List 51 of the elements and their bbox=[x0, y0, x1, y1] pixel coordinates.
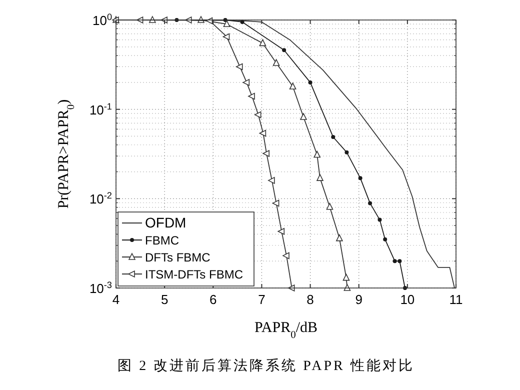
point bbox=[308, 80, 312, 84]
point bbox=[278, 228, 285, 235]
x-tick-label: 10 bbox=[400, 292, 415, 307]
point bbox=[344, 284, 351, 291]
y-tick-label: 10$^{-2}$ bbox=[89, 190, 112, 207]
point bbox=[236, 63, 243, 70]
point bbox=[326, 202, 334, 210]
x-tick-label: 11 bbox=[449, 292, 463, 307]
y-tick-label: 10$^{-1}$ bbox=[89, 101, 112, 118]
y-tick-label: 10$^{0}$ bbox=[92, 12, 112, 28]
legend-label: OFDM bbox=[145, 214, 186, 230]
point bbox=[289, 82, 296, 90]
y-tick-label: 10$^{-3}$ bbox=[89, 280, 112, 296]
x-tick-label: 5 bbox=[160, 292, 168, 307]
point bbox=[398, 259, 402, 264]
x-axis-title: PAPR$_{0}$/dB bbox=[254, 320, 318, 340]
point bbox=[300, 113, 307, 120]
point bbox=[272, 200, 280, 207]
point bbox=[314, 150, 320, 158]
point bbox=[240, 20, 244, 24]
point bbox=[368, 201, 372, 206]
legend-label: FBMC bbox=[145, 234, 180, 248]
point bbox=[272, 59, 280, 66]
legend-label: DFTs FBMC bbox=[145, 250, 211, 264]
point bbox=[254, 111, 262, 118]
point bbox=[316, 174, 324, 181]
point bbox=[392, 259, 397, 264]
point bbox=[331, 135, 336, 140]
point bbox=[268, 177, 275, 184]
point bbox=[344, 150, 349, 154]
legend-label: ITSM-DFTs FBMC bbox=[145, 268, 244, 282]
point bbox=[259, 39, 266, 46]
point bbox=[383, 237, 388, 242]
point bbox=[378, 218, 382, 222]
point bbox=[282, 48, 286, 52]
point bbox=[248, 92, 255, 100]
point bbox=[223, 20, 230, 27]
caption: 图 2 改进前后算法降系统 PAPR 性能对比 bbox=[118, 358, 414, 374]
point bbox=[222, 33, 230, 40]
point bbox=[262, 150, 270, 157]
point bbox=[242, 79, 250, 86]
x-tick-label: 8 bbox=[306, 292, 314, 307]
x-tick-label: 7 bbox=[258, 292, 266, 307]
point bbox=[342, 274, 350, 281]
point bbox=[259, 130, 266, 137]
point bbox=[336, 234, 343, 242]
x-tick-label: 4 bbox=[112, 292, 120, 307]
x-tick-label: 6 bbox=[210, 292, 217, 307]
x-tick-label: 9 bbox=[355, 292, 362, 307]
point bbox=[358, 176, 362, 180]
point bbox=[282, 252, 290, 260]
